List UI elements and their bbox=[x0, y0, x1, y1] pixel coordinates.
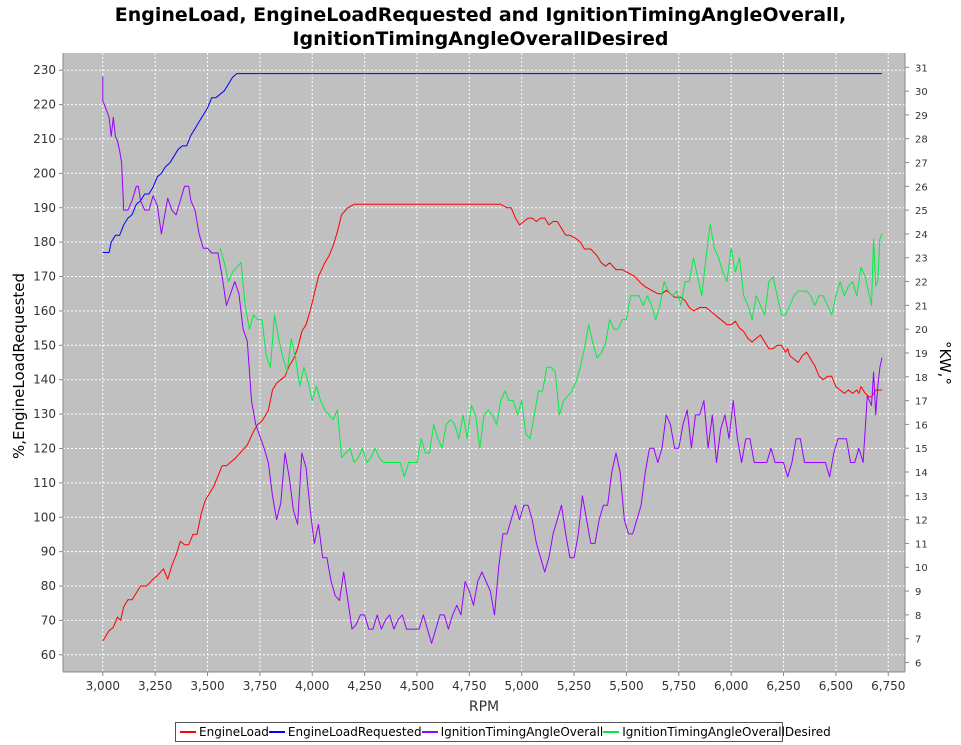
y2-tick-label: 15 bbox=[915, 444, 928, 455]
chart-title: EngineLoad, EngineLoadRequested and Igni… bbox=[0, 3, 961, 51]
legend-swatch bbox=[180, 731, 196, 733]
x-tick-label: 3,500 bbox=[190, 679, 224, 693]
y2-tick-label: 20 bbox=[915, 325, 928, 336]
series-line-engine-load bbox=[102, 203, 882, 642]
series-lines bbox=[102, 73, 883, 644]
legend-label: IgnitionTimingAngleOverallDesired bbox=[622, 725, 831, 739]
y2-tick-label: 8 bbox=[915, 611, 921, 622]
y2-tick-label: 9 bbox=[915, 587, 921, 598]
legend-item-engine-load: EngineLoad bbox=[180, 725, 269, 739]
y2-axis-label: °KW,° bbox=[936, 341, 954, 385]
legend-item-ignition-timing-angle-overall-desired: IgnitionTimingAngleOverallDesired bbox=[603, 725, 831, 739]
x-tick-label: 6,750 bbox=[871, 679, 905, 693]
legend-label: EngineLoad bbox=[199, 725, 269, 739]
x-axis-label: RPM bbox=[469, 699, 499, 715]
chart-legend: EngineLoad EngineLoadRequested IgnitionTim… bbox=[175, 722, 831, 742]
x-tick-label: 6,500 bbox=[819, 679, 853, 693]
y-tick-label: 170 bbox=[33, 270, 56, 284]
y2-tick-label: 25 bbox=[915, 206, 928, 217]
y-tick-label: 220 bbox=[33, 98, 56, 112]
y2-tick-label: 14 bbox=[915, 468, 928, 479]
series-line-ignition-timing-angle-overall-desired bbox=[219, 223, 883, 478]
y-axis-label: %,EngineLoadRequested bbox=[10, 273, 28, 459]
x-tick-label: 5,250 bbox=[557, 679, 591, 693]
x-tick-label: 4,000 bbox=[295, 679, 329, 693]
y2-tick-label: 10 bbox=[915, 563, 928, 574]
y2-tick-label: 26 bbox=[915, 182, 928, 193]
y2-tick-label: 30 bbox=[915, 87, 928, 98]
y2-tick-label: 22 bbox=[915, 278, 928, 289]
x-tick-label: 6,250 bbox=[766, 679, 800, 693]
y2-tick-label: 12 bbox=[915, 516, 928, 527]
y-tick-label: 80 bbox=[41, 579, 56, 593]
y2-tick-label: 18 bbox=[915, 373, 928, 384]
y2-tick-label: 24 bbox=[915, 230, 928, 241]
chart-title-line-2: IgnitionTimingAngleOverallDesired bbox=[292, 28, 669, 50]
y2-tick-label: 13 bbox=[915, 492, 928, 503]
x-tick-label: 3,000 bbox=[86, 679, 120, 693]
y2-tick-label: 19 bbox=[915, 349, 928, 360]
x-tick-label: 4,500 bbox=[400, 679, 434, 693]
y2-tick-label: 6 bbox=[915, 658, 921, 669]
grid bbox=[63, 53, 905, 672]
y2-tick-label: 23 bbox=[915, 254, 928, 265]
y2-tick-label: 28 bbox=[915, 135, 928, 146]
legend-item-ignition-timing-angle-overall: IgnitionTimingAngleOverall bbox=[421, 725, 604, 739]
y-tick-label: 210 bbox=[33, 132, 56, 146]
chart-title-line-1: EngineLoad, EngineLoadRequested and Igni… bbox=[114, 4, 847, 26]
legend-item-engine-load-requested: EngineLoadRequested bbox=[268, 725, 422, 739]
y2-tick-label: 16 bbox=[915, 420, 928, 431]
legend-swatch bbox=[268, 731, 285, 733]
x-tick-label: 5,000 bbox=[505, 679, 539, 693]
y-tick-label: 70 bbox=[41, 613, 56, 627]
y2-tick-label: 27 bbox=[915, 159, 928, 170]
y-tick-label: 140 bbox=[33, 373, 56, 387]
y-tick-label: 190 bbox=[33, 201, 56, 215]
y-tick-label: 120 bbox=[33, 441, 56, 455]
plot-background bbox=[63, 53, 905, 672]
x-tick-label: 4,750 bbox=[452, 679, 486, 693]
y-tick-label: 230 bbox=[33, 63, 56, 77]
x-tick-label: 3,250 bbox=[138, 679, 172, 693]
y2-tick-label: 29 bbox=[915, 111, 928, 122]
x-tick-label: 3,750 bbox=[243, 679, 277, 693]
axes: 3,000 3,250 3,500 3,750 4,000 4,250 4,500 4,750… bbox=[33, 53, 928, 693]
y-tick-label: 100 bbox=[33, 510, 56, 524]
y-tick-label: 200 bbox=[33, 166, 56, 180]
series-line-engine-load-requested bbox=[102, 73, 882, 253]
y-tick-label: 110 bbox=[33, 476, 56, 490]
legend-label: EngineLoadRequested bbox=[287, 725, 422, 739]
legend-label: IgnitionTimingAngleOverall bbox=[440, 725, 604, 739]
x-tick-label: 5,500 bbox=[609, 679, 643, 693]
y2-tick-label: 31 bbox=[915, 63, 928, 74]
series-line-ignition-timing-angle-overall bbox=[102, 76, 883, 644]
x-tick-label: 6,000 bbox=[714, 679, 748, 693]
y-tick-label: 180 bbox=[33, 235, 56, 249]
legend-swatch bbox=[421, 731, 438, 733]
y-tick-label: 60 bbox=[41, 648, 56, 662]
y-tick-label: 160 bbox=[33, 304, 56, 318]
y2-tick-label: 21 bbox=[915, 301, 928, 312]
y2-tick-label: 7 bbox=[915, 635, 921, 646]
legend-swatch bbox=[603, 731, 620, 733]
y-tick-label: 90 bbox=[41, 545, 56, 559]
y2-tick-label: 17 bbox=[915, 397, 928, 408]
x-tick-label: 4,250 bbox=[347, 679, 381, 693]
y2-tick-label: 11 bbox=[915, 539, 928, 550]
y-tick-label: 150 bbox=[33, 338, 56, 352]
x-tick-label: 5,750 bbox=[662, 679, 696, 693]
y-tick-label: 130 bbox=[33, 407, 56, 421]
